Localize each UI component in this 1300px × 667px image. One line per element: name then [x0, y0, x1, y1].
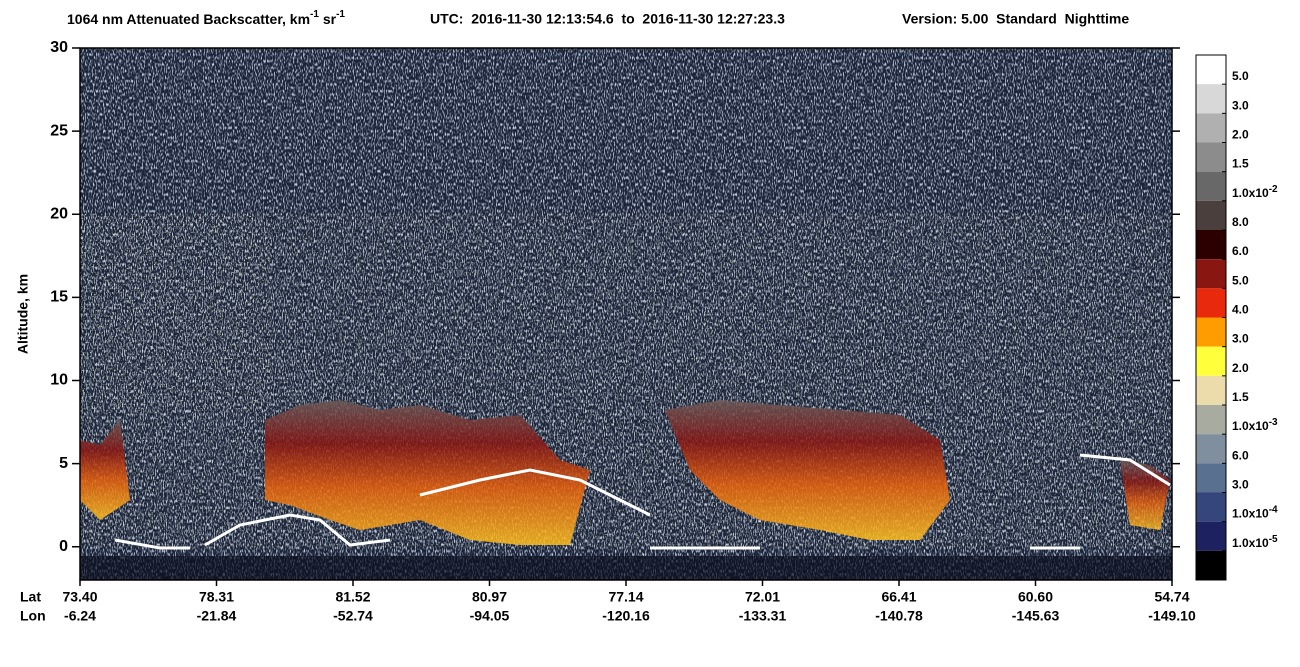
- colorbar-label-text: 3.0: [1232, 478, 1249, 492]
- colorbar-bin: [1196, 171, 1226, 201]
- title-sup: -1: [310, 9, 319, 20]
- lon-label: -6.24: [64, 608, 96, 624]
- colorbar-label-text: 4.0: [1232, 303, 1249, 317]
- colorbar-label: 1.5: [1232, 157, 1249, 171]
- colorbar-bin: [1196, 346, 1226, 376]
- colorbar-label-sup: -3: [1269, 417, 1278, 428]
- colorbar-label: 1.0x10-3: [1232, 417, 1278, 434]
- y-tick-label: 25: [50, 122, 68, 139]
- lon-label: -94.05: [470, 608, 510, 624]
- colorbar-label: 2.0: [1232, 361, 1249, 375]
- colorbar-label-text: 1.5: [1232, 157, 1249, 171]
- lon-label: -120.16: [602, 608, 650, 624]
- colorbar-label: 1.0x10-5: [1232, 533, 1278, 550]
- colorbar-label-sup: -2: [1269, 183, 1278, 194]
- colorbar-bin: [1196, 375, 1226, 405]
- lat-label: 81.52: [335, 589, 370, 605]
- title-part: 1064 nm Attenuated Backscatter, km: [67, 11, 310, 27]
- colorbar-label-text: 2.0: [1232, 361, 1249, 375]
- colorbar-label: 5.0: [1232, 69, 1249, 83]
- y-tick-label: 5: [59, 455, 68, 472]
- y-tick-label: 20: [50, 205, 68, 222]
- lat-label: 77.14: [608, 589, 643, 605]
- colorbar-label-text: 5.0: [1232, 69, 1249, 83]
- lat-label: 73.40: [62, 589, 97, 605]
- backscatter-image: [80, 48, 1172, 580]
- lat-label: 80.97: [472, 589, 507, 605]
- colorbar-label-text: 6.0: [1232, 449, 1249, 463]
- chart-title: 1064 nm Attenuated Backscatter, km-1 sr-…: [67, 9, 345, 27]
- lat-label: 78.31: [199, 589, 234, 605]
- lon-label: -149.10: [1148, 608, 1196, 624]
- lon-label: -52.74: [333, 608, 373, 624]
- colorbar-label-text: 3.0: [1232, 99, 1249, 113]
- colorbar-label-text: 6.0: [1232, 244, 1249, 258]
- y-tick-label: 30: [50, 39, 68, 56]
- colorbar-bin: [1196, 317, 1226, 347]
- row-label: Lon: [20, 608, 46, 624]
- colorbar-bin: [1196, 405, 1226, 435]
- colorbar-bin: [1196, 492, 1226, 522]
- colorbar-label-sup: -5: [1269, 533, 1278, 544]
- colorbar-bin: [1196, 288, 1226, 318]
- colorbar-label-text: 1.0x10: [1232, 419, 1269, 433]
- colorbar-label-text: 1.0x10: [1232, 507, 1269, 521]
- lat-label: 54.74: [1154, 589, 1189, 605]
- colorbar-bin: [1196, 521, 1226, 551]
- colorbar: 5.03.02.01.51.0x10-28.06.05.04.03.02.01.…: [1195, 54, 1278, 581]
- colorbar-label: 6.0: [1232, 244, 1249, 258]
- title-sup: -1: [336, 9, 345, 20]
- colorbar-bin: [1196, 259, 1226, 289]
- colorbar-label: 6.0: [1232, 449, 1249, 463]
- lon-label: -21.84: [197, 608, 237, 624]
- colorbar-label: 1.0x10-4: [1232, 504, 1278, 521]
- colorbar-label: 8.0: [1232, 215, 1249, 229]
- colorbar-bin: [1196, 84, 1226, 114]
- y-tick-label: 10: [50, 372, 68, 389]
- lon-label: -133.31: [739, 608, 787, 624]
- colorbar-bin: [1196, 550, 1226, 580]
- colorbar-label-text: 2.0: [1232, 128, 1249, 142]
- lat-label: 66.41: [881, 589, 916, 605]
- time-range: UTC: 2016-11-30 12:13:54.6 to 2016-11-30…: [430, 11, 785, 27]
- colorbar-label-text: 1.0x10: [1232, 536, 1269, 550]
- lat-label: 72.01: [745, 589, 780, 605]
- colorbar-label-text: 1.5: [1232, 390, 1249, 404]
- colorbar-bin: [1196, 230, 1226, 260]
- colorbar-label: 4.0: [1232, 303, 1249, 317]
- row-label: Lat: [20, 589, 41, 605]
- colorbar-bin: [1196, 113, 1226, 143]
- colorbar-bin: [1196, 463, 1226, 493]
- colorbar-label-text: 5.0: [1232, 274, 1249, 288]
- colorbar-bin: [1196, 55, 1226, 85]
- colorbar-label: 5.0: [1232, 274, 1249, 288]
- version: Version: 5.00 Standard Nighttime: [902, 11, 1129, 27]
- colorbar-label: 3.0: [1232, 99, 1249, 113]
- y-tick-label: 0: [59, 538, 68, 555]
- colorbar-label: 3.0: [1232, 332, 1249, 346]
- colorbar-label-sup: -4: [1269, 504, 1278, 515]
- colorbar-label: 1.0x10-2: [1232, 183, 1278, 200]
- lon-label: -140.78: [875, 608, 923, 624]
- title-part: sr: [319, 11, 337, 27]
- colorbar-label-text: 3.0: [1232, 332, 1249, 346]
- colorbar-label-text: 1.0x10: [1232, 186, 1269, 200]
- colorbar-label: 1.5: [1232, 390, 1249, 404]
- lon-label: -145.63: [1012, 608, 1060, 624]
- colorbar-bin: [1196, 142, 1226, 172]
- lat-label: 60.60: [1018, 589, 1053, 605]
- y-tick-label: 15: [50, 289, 68, 306]
- colorbar-label: 2.0: [1232, 128, 1249, 142]
- colorbar-bin: [1196, 200, 1226, 230]
- colorbar-label-text: 8.0: [1232, 215, 1249, 229]
- colorbar-label: 3.0: [1232, 478, 1249, 492]
- colorbar-bin: [1196, 434, 1226, 464]
- y-axis-label: Altitude, km: [15, 274, 31, 354]
